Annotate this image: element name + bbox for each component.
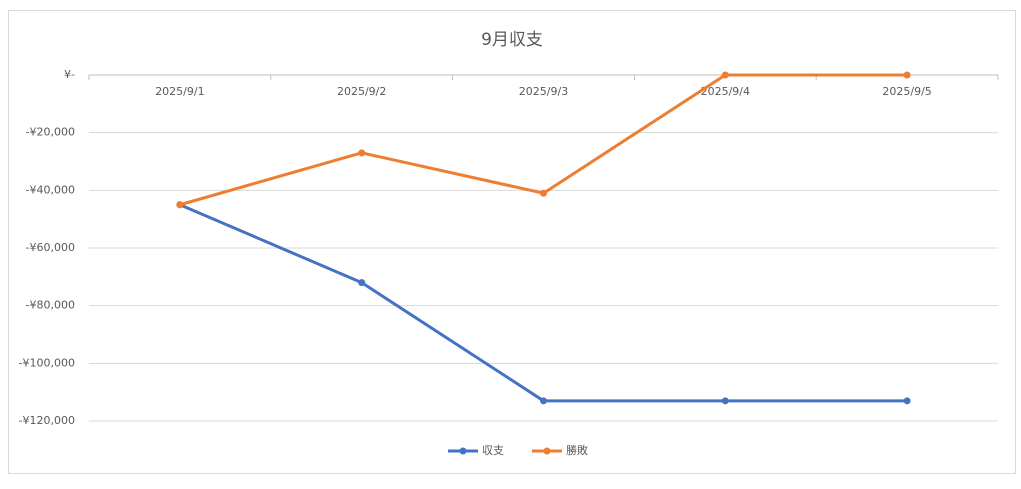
legend-label: 収支 <box>482 444 504 457</box>
point <box>358 279 366 287</box>
x-tick-label: 2025/9/1 <box>155 85 204 98</box>
y-tick-label: -¥80,000 <box>26 299 75 312</box>
point <box>176 201 184 209</box>
y-tick-label: -¥40,000 <box>26 183 75 196</box>
point <box>540 189 547 197</box>
x-tick-label: 2025/9/5 <box>882 85 931 98</box>
x-tick-label: 2025/9/4 <box>701 85 750 98</box>
y-tick-label: -¥120,000 <box>19 414 75 427</box>
point <box>721 397 729 405</box>
legend-label: 勝敗 <box>566 443 588 457</box>
x-tick-label: 2025/9/3 <box>519 85 568 98</box>
y-tick-label: ¥- <box>64 68 75 81</box>
legend-marker <box>459 447 467 455</box>
chart-title: 9月収支 <box>481 30 543 50</box>
point <box>358 149 366 157</box>
point <box>721 71 729 79</box>
chart-border <box>8 10 1016 474</box>
y-tick-label: -¥20,000 <box>26 126 75 139</box>
y-tick-label: -¥100,000 <box>19 356 75 369</box>
point <box>903 71 911 79</box>
point <box>540 397 547 405</box>
x-tick-label: 2025/9/2 <box>337 85 386 98</box>
point <box>903 397 911 405</box>
y-tick-label: -¥60,000 <box>26 241 75 254</box>
legend-marker <box>543 447 551 455</box>
